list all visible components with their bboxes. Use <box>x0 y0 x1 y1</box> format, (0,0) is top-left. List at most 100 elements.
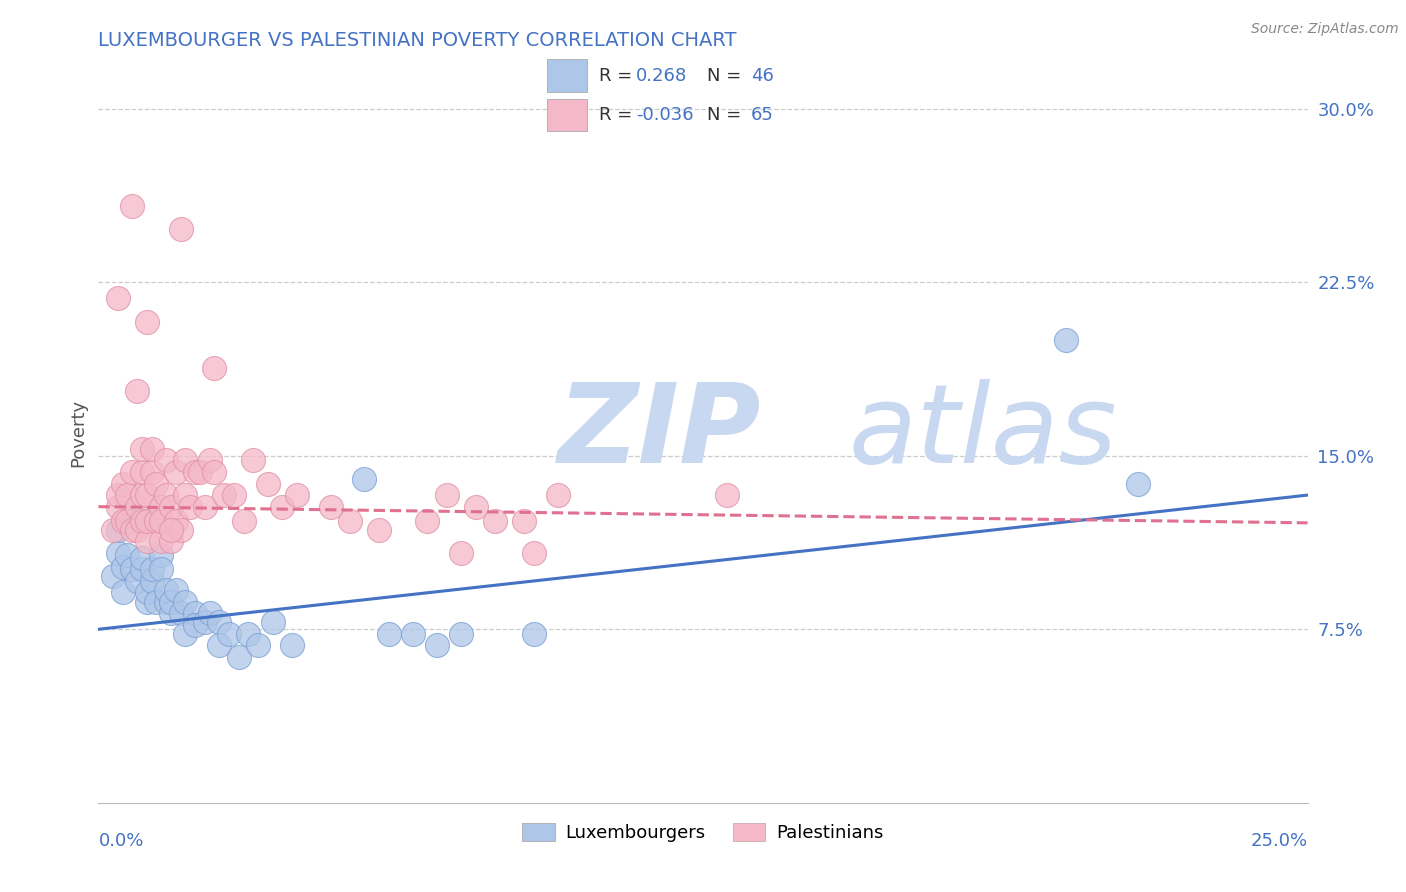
Point <box>194 615 217 630</box>
Point <box>107 292 129 306</box>
Point <box>174 488 197 502</box>
Point <box>150 562 173 576</box>
Point <box>416 514 439 528</box>
Point <box>339 514 361 528</box>
Point <box>464 500 486 514</box>
Point <box>222 488 245 502</box>
Point <box>135 534 157 549</box>
Point <box>169 606 191 620</box>
Point <box>135 314 157 328</box>
Point <box>131 562 153 576</box>
Point <box>184 617 207 632</box>
Point <box>121 465 143 479</box>
Point <box>204 360 226 375</box>
Point <box>1054 333 1077 347</box>
Point <box>141 465 163 479</box>
Point <box>242 453 264 467</box>
Point <box>319 500 342 514</box>
Point <box>160 523 183 537</box>
Point <box>271 500 294 514</box>
Point <box>107 500 129 514</box>
Point <box>117 548 139 562</box>
Text: 65: 65 <box>751 106 773 124</box>
Point <box>121 514 143 528</box>
Point <box>127 500 149 514</box>
Text: N =: N = <box>707 106 748 124</box>
Point <box>141 562 163 576</box>
Point <box>135 488 157 502</box>
Text: 25.0%: 25.0% <box>1250 832 1308 850</box>
Point <box>716 488 738 502</box>
Point <box>174 594 197 608</box>
Point <box>150 514 173 528</box>
Text: Source: ZipAtlas.com: Source: ZipAtlas.com <box>1251 22 1399 37</box>
Text: 46: 46 <box>751 68 773 86</box>
Point <box>121 562 143 576</box>
Point <box>131 465 153 479</box>
Y-axis label: Poverty: Poverty <box>69 399 87 467</box>
Point <box>247 639 270 653</box>
Point <box>547 488 569 502</box>
Point <box>107 488 129 502</box>
Point <box>160 606 183 620</box>
Point <box>107 523 129 537</box>
Point <box>165 582 187 597</box>
Point <box>450 546 472 560</box>
Legend: Luxembourgers, Palestinians: Luxembourgers, Palestinians <box>515 815 891 849</box>
Point <box>111 585 134 599</box>
Bar <box>547 99 586 131</box>
Point <box>228 650 250 665</box>
Point <box>127 384 149 398</box>
Point <box>127 574 149 588</box>
Point <box>204 465 226 479</box>
Point <box>131 442 153 456</box>
Point <box>135 585 157 599</box>
Point <box>150 500 173 514</box>
Point <box>218 627 240 641</box>
Point <box>165 465 187 479</box>
Point <box>238 627 260 641</box>
Point <box>377 627 399 641</box>
Point <box>145 476 167 491</box>
Point <box>285 488 308 502</box>
Point <box>117 514 139 528</box>
Point <box>107 546 129 560</box>
Point <box>155 488 177 502</box>
Point <box>188 465 211 479</box>
Point <box>256 476 278 491</box>
Point <box>169 222 191 236</box>
Point <box>131 550 153 565</box>
Point <box>523 546 546 560</box>
Bar <box>547 60 586 92</box>
Point <box>150 534 173 549</box>
Point <box>450 627 472 641</box>
Text: R =: R = <box>599 68 638 86</box>
Text: ZIP: ZIP <box>558 379 762 486</box>
Point <box>353 472 375 486</box>
Point <box>1128 476 1150 491</box>
Point <box>194 500 217 514</box>
Point <box>184 465 207 479</box>
Point <box>184 606 207 620</box>
Point <box>174 453 197 467</box>
Point <box>160 594 183 608</box>
Point <box>523 627 546 641</box>
Point <box>141 442 163 456</box>
Point <box>513 514 536 528</box>
Point <box>111 514 134 528</box>
Point <box>208 639 231 653</box>
Point <box>262 615 284 630</box>
Point <box>198 453 221 467</box>
Text: N =: N = <box>707 68 748 86</box>
Point <box>155 453 177 467</box>
Point <box>111 559 134 574</box>
Point <box>131 514 153 528</box>
Text: atlas: atlas <box>848 379 1116 486</box>
Point <box>281 639 304 653</box>
Point <box>436 488 458 502</box>
Point <box>135 514 157 528</box>
Text: R =: R = <box>599 106 638 124</box>
Text: 0.0%: 0.0% <box>98 832 143 850</box>
Point <box>165 514 187 528</box>
Text: LUXEMBOURGER VS PALESTINIAN POVERTY CORRELATION CHART: LUXEMBOURGER VS PALESTINIAN POVERTY CORR… <box>98 30 737 50</box>
